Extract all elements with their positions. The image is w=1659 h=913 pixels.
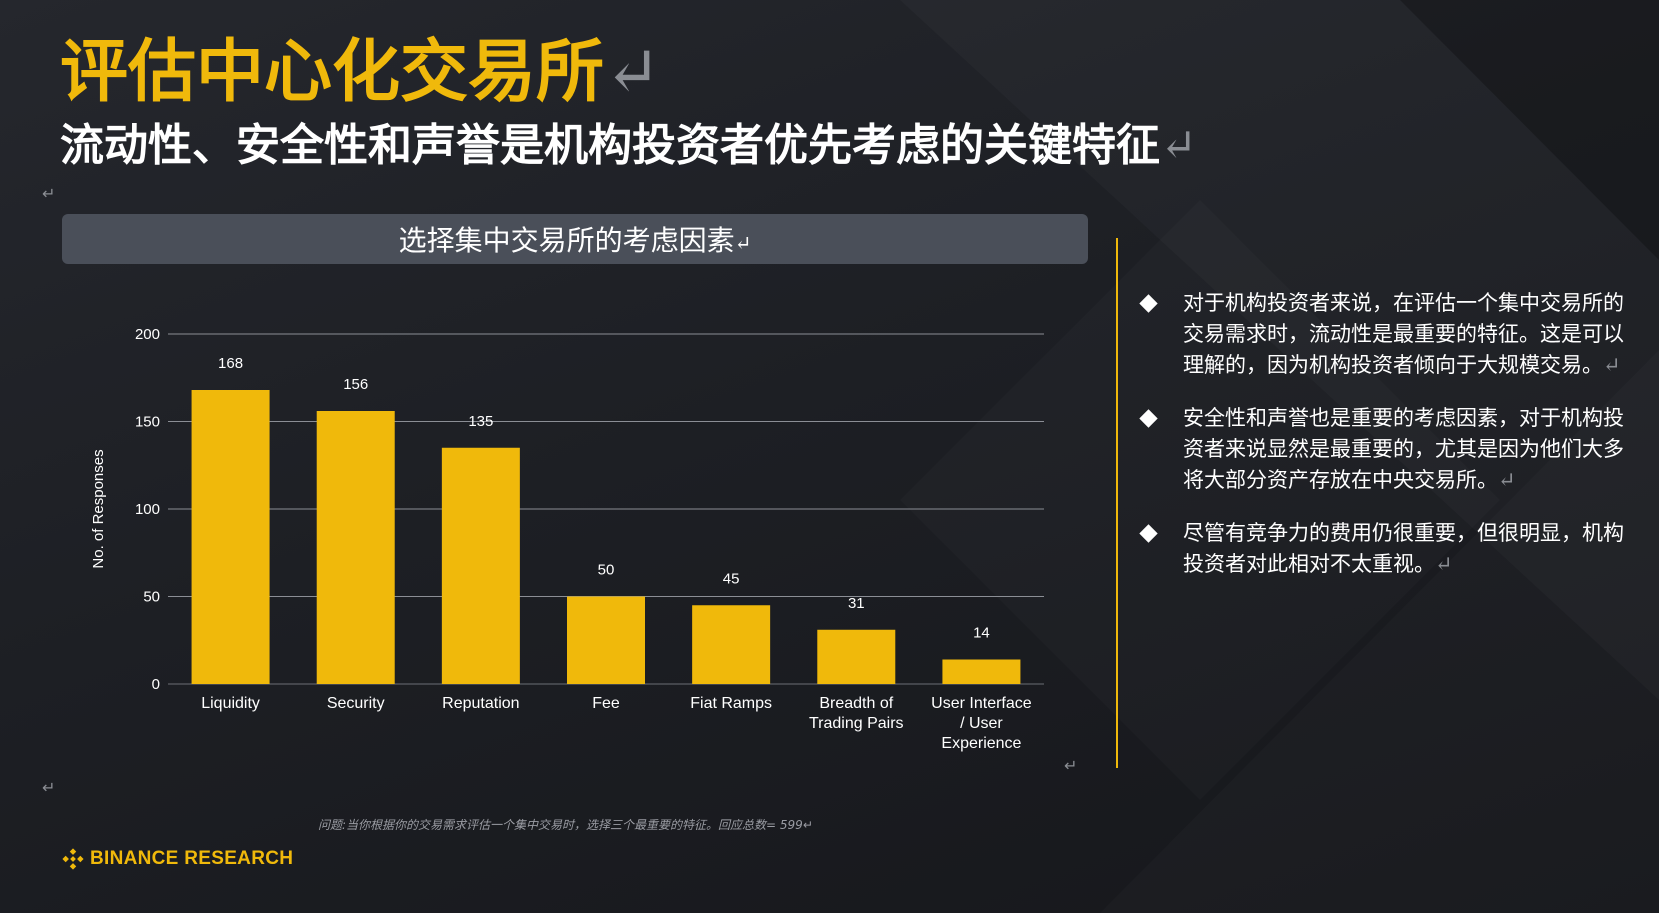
bullet-item: 安全性和声誉也是重要的考虑因素，对于机构投资者来说显然是最重要的，尤其是因为他们… (1138, 403, 1628, 496)
brand-name: BINANCE RESEARCH (90, 848, 294, 869)
data-label: 31 (848, 595, 865, 612)
bullet-item: 对于机构投资者来说，在评估一个集中交易所的交易需求时，流动性是最重要的特征。这是… (1138, 288, 1628, 381)
y-tick-label: 0 (152, 676, 160, 693)
return-mark: ↵ (42, 184, 56, 203)
y-tick-label: 150 (135, 414, 160, 431)
bar (692, 605, 771, 684)
x-tick-label: Fee (592, 695, 620, 712)
bar (817, 629, 896, 684)
brand-logo: BINANCE RESEARCH (62, 848, 293, 870)
bar (441, 447, 520, 684)
y-tick-label: 200 (135, 326, 160, 343)
x-tick-label: Fiat Ramps (690, 695, 772, 712)
return-mark: ↵ (604, 33, 661, 112)
return-mark: ↵ (1064, 756, 1078, 775)
bar (567, 596, 645, 684)
diamond-icon (1139, 524, 1158, 543)
bullet-item: 尽管有竞争力的费用仍很重要，但很明显，机构投资者对此相对不太重视。↵ (1138, 518, 1628, 580)
y-tick-label: 100 (135, 501, 160, 518)
y-axis-label: No. of Responses (90, 449, 107, 568)
x-tick-label: Liquidity (201, 695, 260, 712)
x-tick-label: Experience (941, 735, 1021, 752)
x-tick-label: Breadth of (819, 695, 893, 712)
diamond-icon (1139, 294, 1158, 313)
x-tick-label: User Interface (931, 695, 1032, 712)
return-mark: ↵ (42, 778, 56, 797)
bar (191, 390, 270, 684)
diamond-icon (1139, 409, 1158, 428)
data-label: 168 (218, 355, 243, 372)
bar (316, 411, 395, 684)
divider-line (1116, 238, 1118, 768)
chart-header: 选择集中交易所的考虑因素↵ (62, 214, 1088, 264)
return-mark: ↵ (1160, 120, 1197, 171)
bar (942, 659, 1021, 684)
slide-subtitle: 流动性、安全性和声誉是机构投资者优先考虑的关键特征↵ (60, 120, 1197, 171)
y-tick-label: 50 (143, 589, 160, 606)
chart-header-label: 选择集中交易所的考虑因素↵ (398, 224, 752, 257)
data-label: 14 (973, 625, 990, 642)
data-label: 45 (723, 570, 740, 587)
footnote: 问题:当你根据你的交易需求评估一个集中交易时，选择三个最重要的特征。回应总数= … (318, 818, 813, 832)
x-tick-label: Reputation (442, 695, 519, 712)
bullet-list: 对于机构投资者来说，在评估一个集中交易所的交易需求时，流动性是最重要的特征。这是… (1138, 288, 1628, 602)
x-tick-label: Trading Pairs (809, 715, 904, 732)
slide-title: 评估中心化交易所↵ (60, 32, 661, 112)
binance-logo-icon (62, 848, 84, 870)
x-tick-label: / User (960, 715, 1003, 732)
x-tick-label: Security (327, 695, 385, 712)
data-label: 50 (598, 562, 615, 579)
data-label: 135 (468, 413, 493, 430)
data-label: 156 (343, 376, 368, 393)
